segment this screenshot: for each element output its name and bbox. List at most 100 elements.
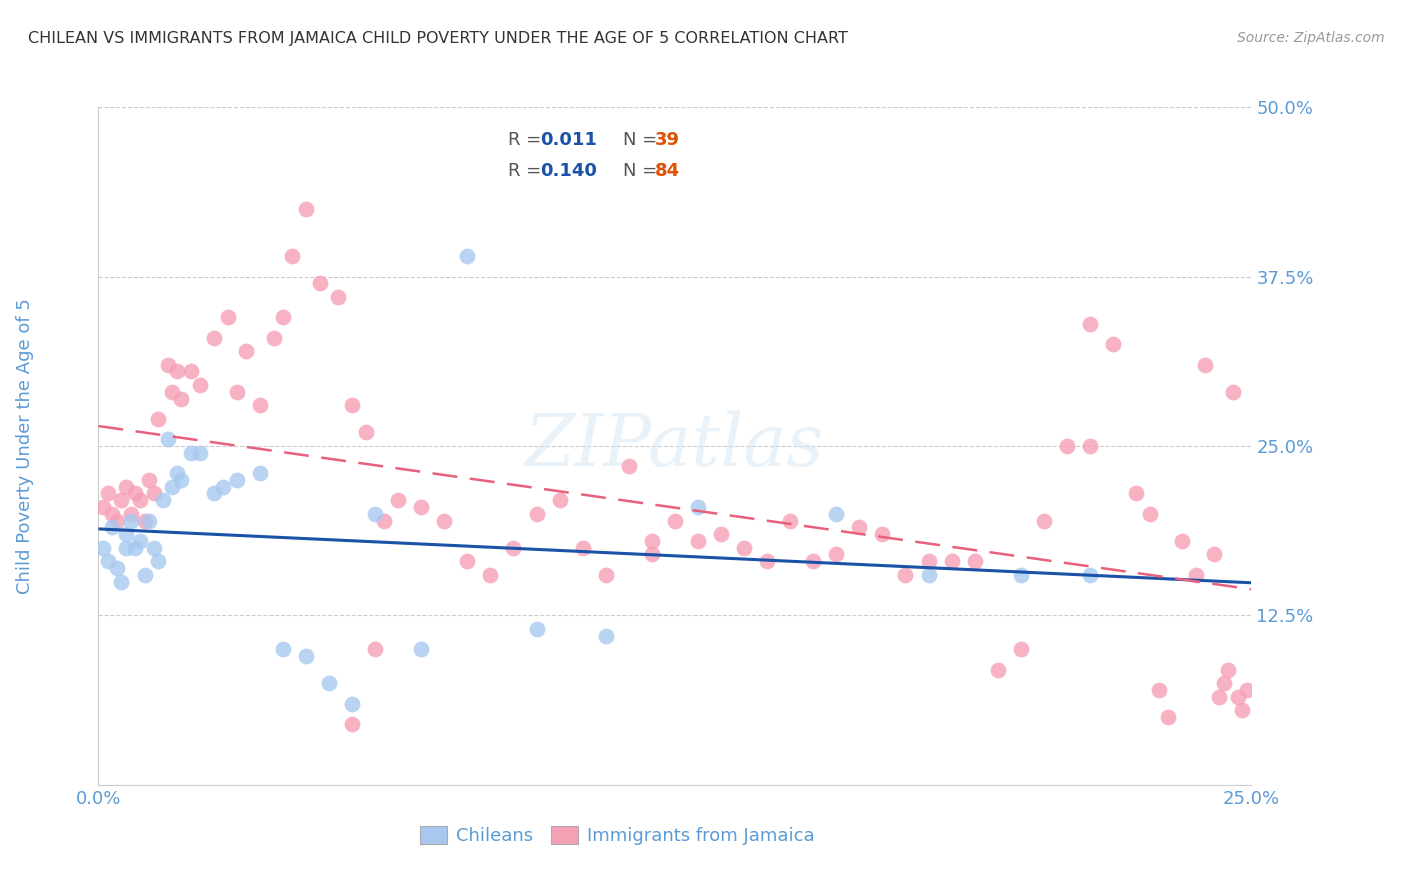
Point (166, 364, 188, 378)
Point (617, 459, 640, 474)
Point (142, 486, 165, 500)
Point (1010, 642, 1032, 657)
Point (115, 527, 138, 541)
Point (1218, 663, 1240, 677)
Point (138, 473, 160, 487)
Point (664, 514, 686, 528)
Point (180, 446, 202, 460)
Point (129, 533, 152, 548)
Point (387, 493, 409, 508)
Point (271, 310, 294, 325)
Point (411, 500, 433, 514)
Point (848, 520, 870, 534)
Text: 0.011: 0.011 (540, 130, 598, 149)
Point (1078, 439, 1101, 453)
Point (225, 384, 247, 399)
Point (160, 480, 183, 494)
Point (129, 493, 152, 508)
Point (1102, 337, 1125, 351)
Legend: Chileans, Immigrants from Jamaica: Chileans, Immigrants from Jamaica (411, 816, 824, 854)
Point (733, 541, 755, 555)
Point (1230, 703, 1253, 717)
Point (433, 514, 456, 528)
Point (1204, 548, 1226, 562)
Point (1147, 683, 1170, 698)
Point (160, 384, 183, 399)
Point (548, 493, 571, 508)
Point (641, 548, 664, 562)
Point (1032, 514, 1054, 528)
Point (134, 567, 156, 582)
Point (1185, 567, 1208, 582)
Point (894, 567, 917, 582)
Point (1157, 710, 1180, 724)
Point (917, 554, 939, 568)
Text: Child Poverty Under the Age of 5: Child Poverty Under the Age of 5 (17, 298, 34, 594)
Point (1125, 486, 1147, 500)
Point (364, 642, 387, 657)
Point (1139, 507, 1161, 521)
Point (156, 358, 179, 372)
Point (148, 412, 170, 426)
Point (1078, 567, 1101, 582)
Point (97, 554, 120, 568)
Point (595, 567, 617, 582)
Text: ZIPatlas: ZIPatlas (524, 410, 825, 482)
Text: Source: ZipAtlas.com: Source: ZipAtlas.com (1237, 31, 1385, 45)
Point (756, 554, 779, 568)
Point (1194, 358, 1216, 372)
Point (101, 520, 124, 534)
Point (105, 514, 128, 528)
Point (917, 567, 939, 582)
Point (1236, 683, 1258, 698)
Point (456, 249, 478, 263)
Point (779, 514, 801, 528)
Point (340, 398, 363, 412)
Text: R =: R = (508, 130, 547, 149)
Point (595, 629, 617, 643)
Text: N =: N = (623, 161, 664, 180)
Point (188, 446, 211, 460)
Point (571, 541, 593, 555)
Point (134, 514, 156, 528)
Point (148, 554, 170, 568)
Point (91, 541, 114, 555)
Point (249, 398, 271, 412)
Point (456, 554, 478, 568)
Point (364, 507, 387, 521)
Point (212, 480, 235, 494)
Text: 39: 39 (655, 130, 681, 149)
Point (120, 507, 142, 521)
Point (225, 473, 247, 487)
Point (263, 330, 285, 344)
Point (120, 514, 142, 528)
Point (941, 554, 963, 568)
Point (166, 466, 188, 480)
Point (97, 486, 120, 500)
Point (526, 507, 548, 521)
Point (686, 533, 709, 548)
Point (479, 567, 502, 582)
Point (156, 432, 179, 446)
Point (110, 574, 132, 589)
Point (354, 425, 377, 440)
Point (295, 202, 318, 216)
Point (101, 507, 124, 521)
Point (115, 541, 138, 555)
Point (91, 500, 114, 514)
Point (340, 697, 363, 711)
Point (1222, 384, 1244, 399)
Point (295, 649, 318, 664)
Point (271, 642, 294, 657)
Point (217, 310, 239, 325)
Point (124, 541, 146, 555)
Point (1208, 690, 1230, 704)
Point (526, 622, 548, 636)
Point (110, 493, 132, 508)
Text: CHILEAN VS IMMIGRANTS FROM JAMAICA CHILD POVERTY UNDER THE AGE OF 5 CORRELATION : CHILEAN VS IMMIGRANTS FROM JAMAICA CHILD… (28, 31, 848, 46)
Point (1226, 690, 1249, 704)
Text: 84: 84 (655, 161, 681, 180)
Text: 0.140: 0.140 (540, 161, 598, 180)
Point (825, 548, 848, 562)
Point (686, 500, 709, 514)
